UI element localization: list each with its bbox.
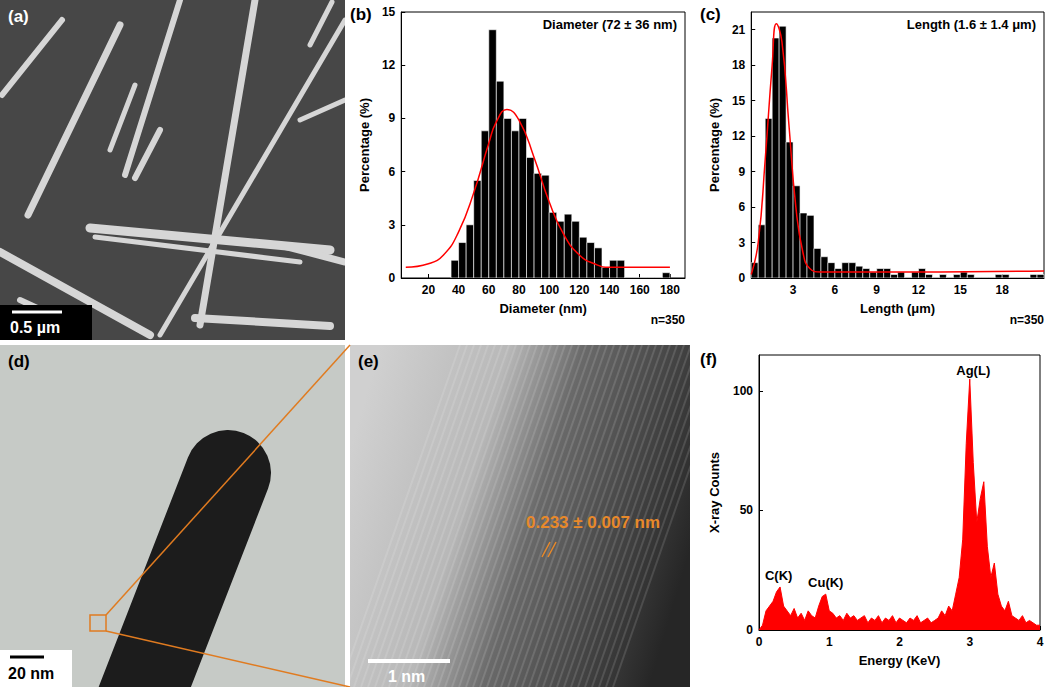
svg-text:Cu(K): Cu(K) (808, 575, 843, 590)
svg-text:0: 0 (389, 271, 396, 285)
svg-text:X-ray Counts: X-ray Counts (707, 452, 722, 533)
svg-text:180: 180 (660, 283, 680, 297)
svg-text:3: 3 (739, 236, 746, 250)
svg-text:15: 15 (732, 94, 746, 108)
svg-text:20 nm: 20 nm (8, 665, 54, 682)
svg-text:160: 160 (630, 283, 650, 297)
svg-text:Percentage (%): Percentage (%) (357, 98, 372, 192)
svg-text:(b): (b) (350, 5, 372, 24)
svg-text:Ag(L): Ag(L) (956, 363, 990, 378)
svg-text:18: 18 (995, 283, 1009, 297)
svg-text:40: 40 (452, 283, 466, 297)
svg-text:n=350: n=350 (651, 313, 686, 327)
svg-text:9: 9 (739, 165, 746, 179)
svg-text:3: 3 (790, 283, 797, 297)
svg-text:12: 12 (382, 58, 396, 72)
svg-text:(a): (a) (8, 7, 29, 26)
svg-text:9: 9 (873, 283, 880, 297)
svg-text:n=350: n=350 (1010, 313, 1045, 327)
svg-text:6: 6 (739, 200, 746, 214)
svg-text:9: 9 (389, 111, 396, 125)
svg-text:21: 21 (732, 23, 746, 37)
svg-text:15: 15 (954, 283, 968, 297)
svg-text:Percentage (%): Percentage (%) (707, 98, 722, 192)
svg-text:Diameter (72 ± 36 nm): Diameter (72 ± 36 nm) (543, 17, 677, 32)
svg-text:20: 20 (422, 283, 436, 297)
svg-text:3: 3 (966, 635, 973, 649)
svg-text:3: 3 (389, 218, 396, 232)
svg-text:0.233 ± 0.007 nm: 0.233 ± 0.007 nm (526, 513, 660, 532)
svg-text:15: 15 (382, 5, 396, 19)
svg-text:1: 1 (826, 635, 833, 649)
svg-text:1 nm: 1 nm (388, 668, 425, 685)
svg-text:100: 100 (733, 384, 753, 398)
svg-text:0.5 µm: 0.5 µm (10, 319, 60, 336)
svg-text:C(K): C(K) (765, 568, 792, 583)
svg-text:(e): (e) (358, 352, 379, 371)
svg-text:120: 120 (569, 283, 589, 297)
svg-text:6: 6 (832, 283, 839, 297)
svg-text:4: 4 (1037, 635, 1044, 649)
svg-text:60: 60 (482, 283, 496, 297)
svg-text:2: 2 (896, 635, 903, 649)
svg-text:100: 100 (539, 283, 559, 297)
svg-text:(c): (c) (700, 5, 721, 24)
svg-text:6: 6 (389, 165, 396, 179)
svg-text:50: 50 (740, 503, 754, 517)
svg-text:(f): (f) (700, 350, 717, 369)
svg-text:12: 12 (732, 129, 746, 143)
svg-text:Length (1.6 ± 1.4 μm): Length (1.6 ± 1.4 μm) (907, 17, 1036, 32)
svg-text:(d): (d) (8, 352, 30, 371)
svg-text:0: 0 (739, 271, 746, 285)
svg-text:Diameter (nm): Diameter (nm) (499, 301, 586, 316)
svg-text:18: 18 (732, 58, 746, 72)
svg-text:140: 140 (600, 283, 620, 297)
svg-text:Length (μm): Length (μm) (860, 301, 935, 316)
svg-text:0: 0 (746, 623, 753, 637)
svg-text:0: 0 (756, 635, 763, 649)
svg-text:Energy (KeV): Energy (KeV) (859, 653, 941, 668)
svg-text:12: 12 (912, 283, 926, 297)
svg-text:80: 80 (512, 283, 526, 297)
